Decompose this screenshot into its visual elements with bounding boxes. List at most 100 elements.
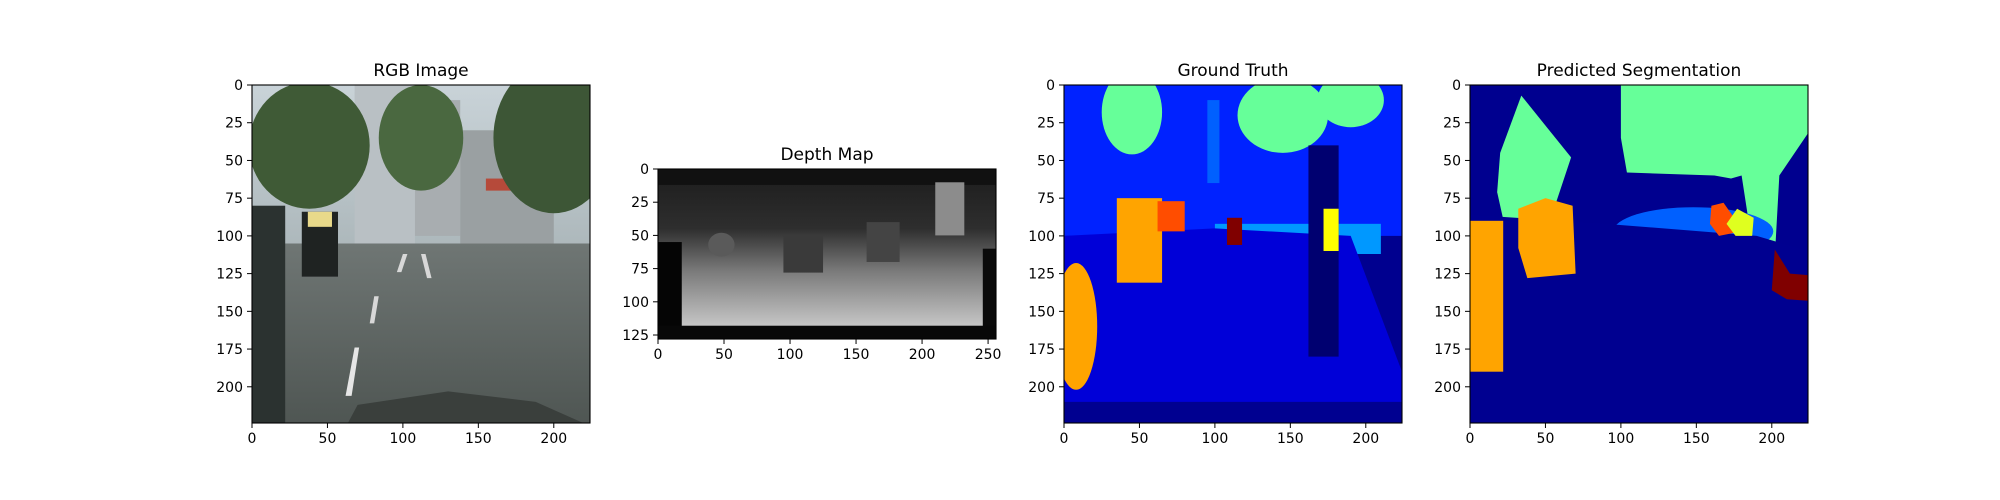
- taxi-roof: [307, 211, 332, 227]
- panel-2-title: Depth Map: [780, 145, 873, 165]
- panel-2-image: [658, 169, 996, 339]
- parked-car-left: [252, 205, 286, 423]
- panel-1-ytick-label: 100: [216, 229, 243, 245]
- seg-pole: [1207, 100, 1220, 184]
- panel-4-title: Predicted Segmentation: [1537, 61, 1742, 81]
- panel-1-ytick-label: 150: [216, 304, 243, 320]
- panel-3-title: Ground Truth: [1177, 61, 1288, 81]
- road: [252, 243, 590, 423]
- seg-veg-left: [1101, 85, 1163, 155]
- tree-right: [493, 85, 590, 214]
- panel-4-ytick-label: 25: [1443, 116, 1461, 132]
- lane-marking-3: [396, 254, 408, 273]
- panel-3-ytick-label: 75: [1037, 191, 1055, 207]
- panel-1-ytick-label: 75: [225, 191, 243, 207]
- panel-1-ytick-label: 175: [216, 342, 243, 358]
- panel-3-ytick-label: 50: [1037, 153, 1055, 169]
- panel-4-ytick-label: 150: [1434, 304, 1461, 320]
- panel-3-xtick-label: 0: [1060, 431, 1069, 447]
- panel-2-ytick-label: 25: [631, 195, 649, 211]
- lane-marking-1: [345, 347, 360, 396]
- panel-3-ytick-label: 25: [1037, 116, 1055, 132]
- panel-3-ytick-label: 175: [1028, 342, 1055, 358]
- tree-center: [378, 85, 464, 191]
- seg-car-red: [1709, 202, 1735, 236]
- lane-marking-2: [369, 296, 379, 324]
- depth-blob-1: [783, 235, 824, 273]
- panel-1-ytick-label: 200: [216, 380, 243, 396]
- depth-bottom-band: [658, 325, 996, 339]
- panel-1-ytick-label: 50: [225, 153, 243, 169]
- panel-1-frame: [251, 84, 591, 424]
- seg-sign: [1726, 208, 1754, 236]
- panel-4-ytick-label: 125: [1434, 267, 1461, 283]
- depth-blob-car: [708, 232, 735, 257]
- panel-2-xtick-label: 100: [777, 347, 804, 363]
- panel-2-ytick-label: 0: [640, 162, 649, 178]
- panel-1-ytick-label: 25: [225, 116, 243, 132]
- panel-1-xtick-label: 100: [390, 431, 417, 447]
- panel-3-xtick-label: 100: [1202, 431, 1229, 447]
- depth-right-void: [982, 248, 996, 339]
- seg-car: [1116, 198, 1163, 283]
- panel-1-title: RGB Image: [373, 61, 468, 81]
- panel-3-ytick-label: 125: [1028, 267, 1055, 283]
- panel-2-xtick-label: 150: [843, 347, 870, 363]
- panel-4-ytick-label: 50: [1443, 153, 1461, 169]
- seg-ego-vehicle: [1064, 401, 1402, 423]
- panel-3-frame: [1063, 84, 1403, 424]
- seg-road: [1064, 228, 1402, 423]
- panel-2-ytick-label: 50: [631, 228, 649, 244]
- seg-veg-far-right: [1317, 85, 1384, 128]
- panel-4-xtick-label: 50: [1537, 431, 1555, 447]
- panel-3-xtick-label: 150: [1277, 431, 1304, 447]
- seg-car: [1518, 198, 1576, 279]
- seg-car-left: [1470, 220, 1504, 372]
- panel-1-xtick-label: 0: [248, 431, 257, 447]
- panel-3-image: [1064, 85, 1402, 423]
- panel-4-ytick-label: 75: [1443, 191, 1461, 207]
- seg-person: [1226, 217, 1243, 245]
- seg-car-left: [1064, 263, 1098, 390]
- panel-3-xtick-label: 50: [1131, 431, 1149, 447]
- panel-4-ytick-label: 200: [1434, 380, 1461, 396]
- depth-left-void: [658, 242, 682, 339]
- depth-top-band: [658, 169, 996, 185]
- panel-1-ytick-label: 0: [234, 78, 243, 94]
- panel-4-image: [1470, 85, 1808, 423]
- panel-3-xtick-label: 200: [1352, 431, 1379, 447]
- panel-1-image: [252, 85, 590, 423]
- panel-4-xtick-label: 100: [1608, 431, 1635, 447]
- panel-4-ytick-label: 100: [1434, 229, 1461, 245]
- tree-left: [252, 85, 370, 209]
- panel-2-xtick-label: 250: [975, 347, 1002, 363]
- panel-4-xtick-label: 150: [1683, 431, 1710, 447]
- seg-person: [1771, 249, 1808, 301]
- seg-car-red: [1157, 201, 1185, 232]
- panel-1-xtick-label: 50: [319, 431, 337, 447]
- panel-1-xtick-label: 200: [540, 431, 567, 447]
- panel-1-ytick-label: 125: [216, 267, 243, 283]
- panel-4-ytick-label: 0: [1452, 78, 1461, 94]
- panel-4-xtick-label: 0: [1466, 431, 1475, 447]
- panel-2-ytick-label: 75: [631, 262, 649, 278]
- panel-2-xtick-label: 50: [715, 347, 733, 363]
- panel-2-xtick-label: 200: [909, 347, 936, 363]
- panel-3-ytick-label: 0: [1046, 78, 1055, 94]
- panel-4-ytick-label: 175: [1434, 342, 1461, 358]
- panel-2-ytick-label: 125: [622, 328, 649, 344]
- seg-veg-left: [1497, 95, 1572, 233]
- panel-4-xtick-label: 200: [1758, 431, 1785, 447]
- panel-3-ytick-label: 200: [1028, 380, 1055, 396]
- panel-3-ytick-label: 100: [1028, 229, 1055, 245]
- panel-2-ytick-label: 100: [622, 295, 649, 311]
- panel-4-frame: [1469, 84, 1809, 424]
- depth-blob-2: [866, 222, 900, 262]
- lane-marking-4: [421, 254, 432, 279]
- panel-2-xtick-label: 0: [654, 347, 663, 363]
- panel-1-xtick-label: 150: [465, 431, 492, 447]
- panel-2-frame: [657, 168, 997, 340]
- ego-hood: [347, 391, 584, 423]
